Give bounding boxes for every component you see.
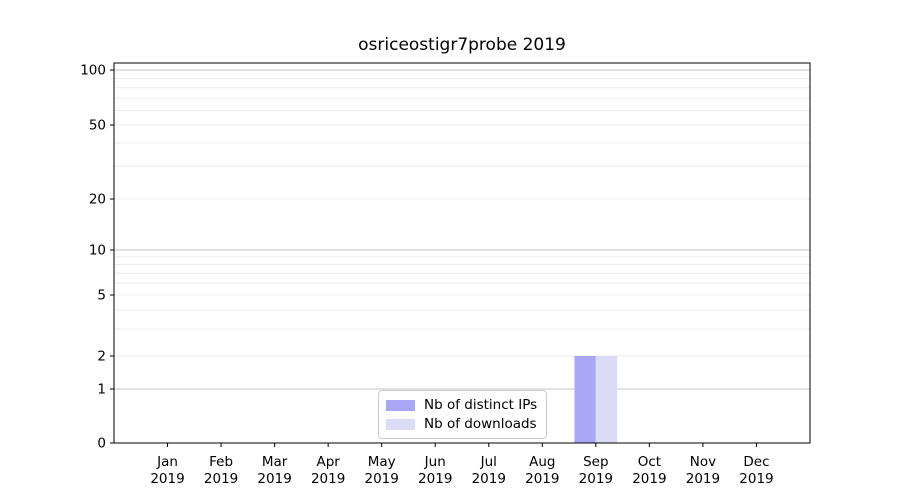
- y-tick-label: 0: [97, 436, 106, 452]
- x-tick-label-month: Nov: [690, 454, 716, 470]
- x-tick-label-month: Feb: [209, 454, 233, 470]
- bar-distinct-ips-sep: [574, 356, 596, 443]
- y-tick-label: 10: [89, 243, 106, 259]
- x-tick-label-month: Dec: [743, 454, 769, 470]
- bar-downloads-sep: [595, 356, 618, 443]
- x-tick-label-month: Aug: [529, 454, 555, 470]
- legend-item-downloads: Nb of downloads: [386, 415, 537, 433]
- x-tick-label-year: 2019: [525, 471, 559, 487]
- x-tick-label-month: Sep: [583, 454, 608, 470]
- x-tick-label-month: Jan: [156, 454, 178, 470]
- y-tick-label: 2: [97, 349, 106, 365]
- x-tick-label-month: Mar: [262, 454, 288, 470]
- x-tick-label-year: 2019: [257, 471, 291, 487]
- x-tick-label-month: Oct: [638, 454, 661, 470]
- legend: Nb of distinct IPs Nb of downloads: [378, 390, 548, 439]
- legend-label-distinct-ips: Nb of distinct IPs: [424, 397, 538, 413]
- y-tick-label: 20: [89, 192, 106, 208]
- x-tick-label-month: Jun: [424, 454, 446, 470]
- legend-swatch-downloads: [386, 418, 415, 430]
- x-tick-label-year: 2019: [632, 471, 666, 487]
- x-tick-label-month: Apr: [316, 454, 340, 470]
- x-tick-label-year: 2019: [418, 471, 452, 487]
- y-tick-label: 5: [97, 288, 106, 304]
- x-tick-label-year: 2019: [686, 471, 720, 487]
- x-tick-label-month: Jul: [480, 454, 497, 470]
- y-tick-label: 50: [89, 118, 106, 134]
- y-tick-label: 1: [97, 382, 106, 398]
- chart-title: osriceostigr7probe 2019: [358, 35, 566, 55]
- legend-swatch-distinct-ips: [386, 399, 415, 411]
- x-tick-label-month: May: [368, 454, 396, 470]
- y-tick-label: 100: [80, 63, 106, 79]
- x-tick-label-year: 2019: [365, 471, 399, 487]
- x-tick-label-year: 2019: [739, 471, 773, 487]
- legend-item-distinct-ips: Nb of distinct IPs: [386, 396, 537, 414]
- legend-label-downloads: Nb of downloads: [424, 416, 537, 432]
- axes-spines: [113, 62, 811, 444]
- x-tick-label-year: 2019: [472, 471, 506, 487]
- x-tick-label-year: 2019: [311, 471, 345, 487]
- x-tick-label-year: 2019: [579, 471, 613, 487]
- x-tick-label-year: 2019: [204, 471, 238, 487]
- x-tick-label-year: 2019: [150, 471, 184, 487]
